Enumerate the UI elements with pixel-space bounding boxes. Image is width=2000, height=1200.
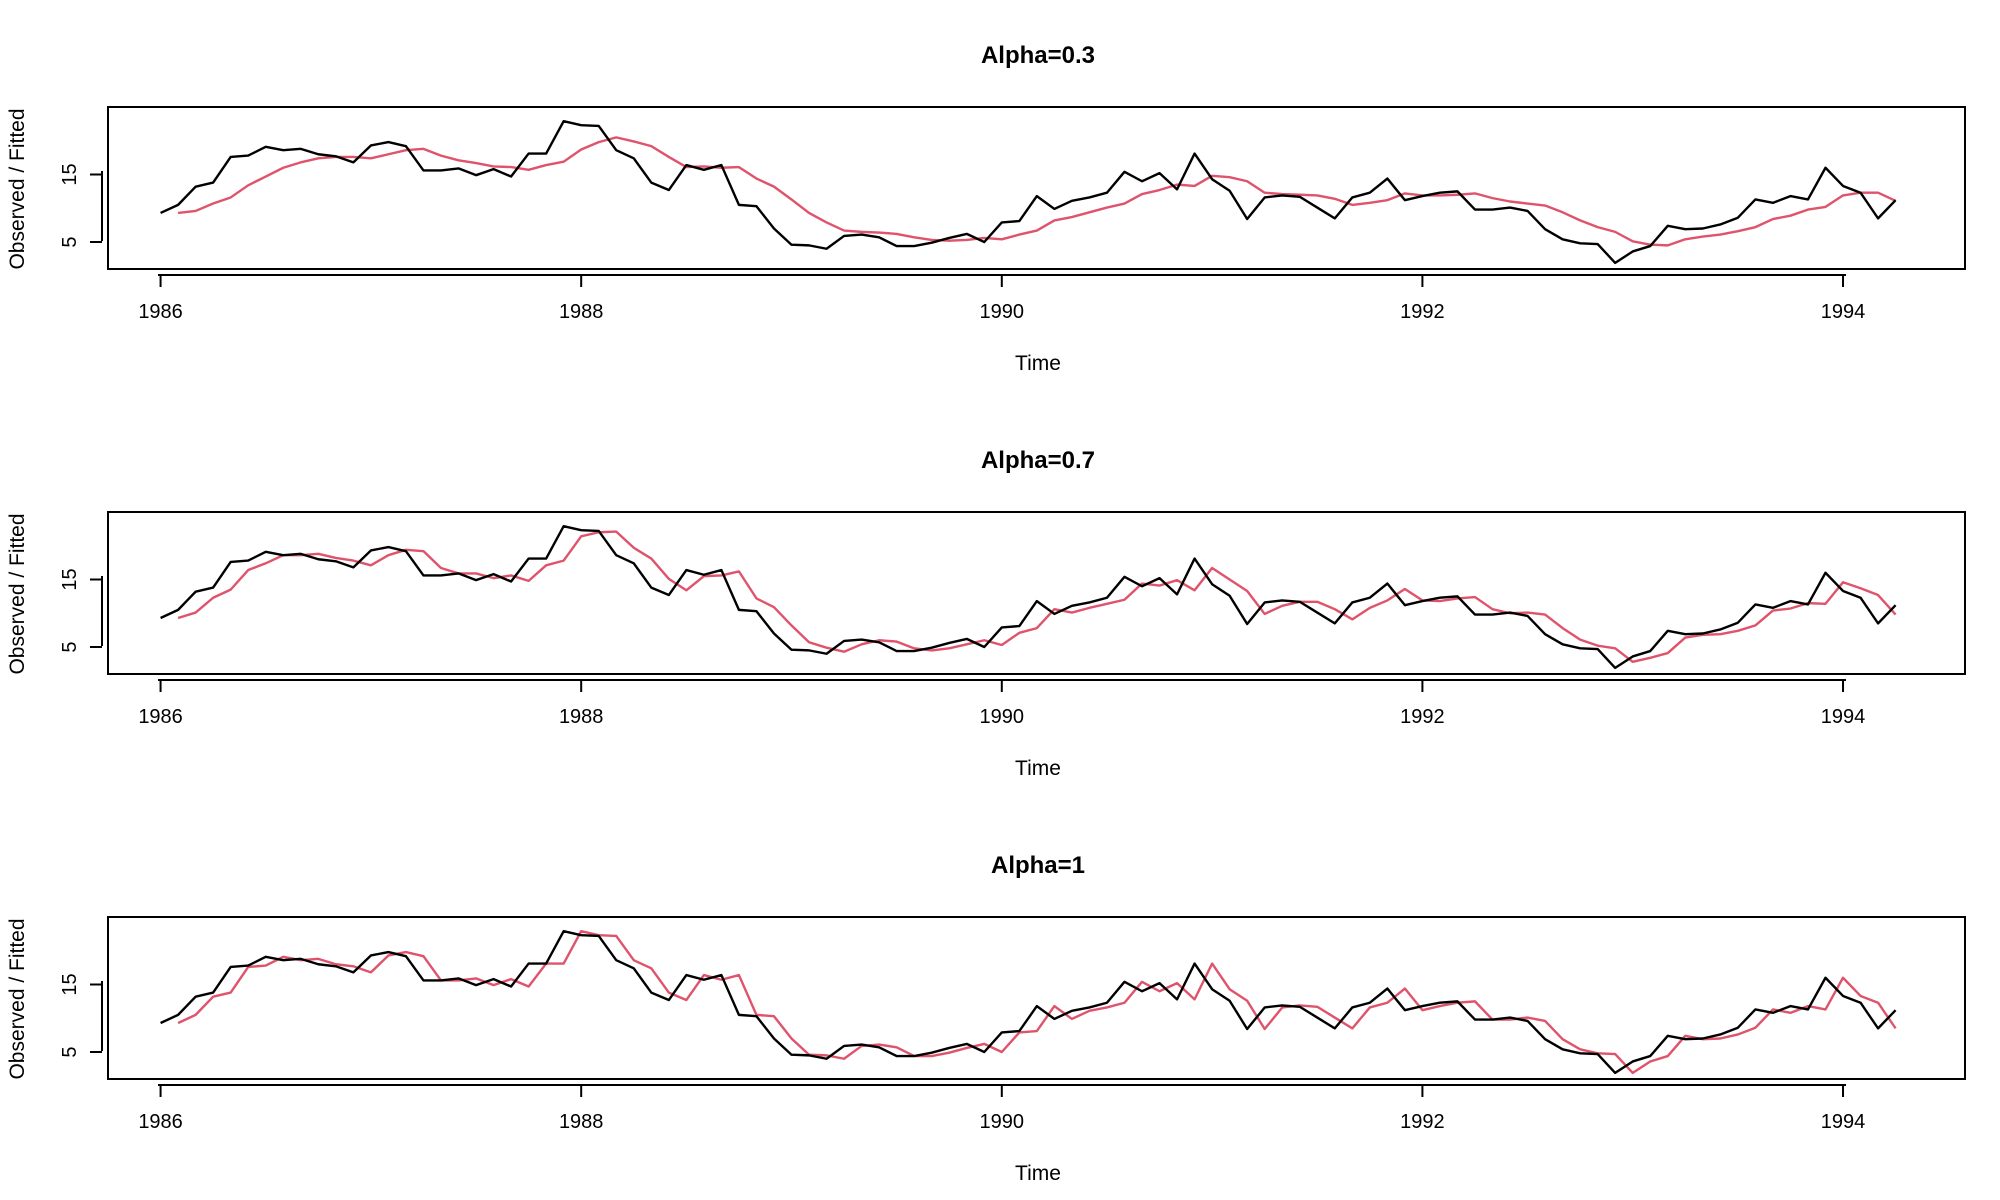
x-tick-label: 1992	[1400, 1111, 1445, 1133]
x-tick-label: 1990	[980, 1111, 1025, 1133]
chart-panel-alpha-0-3: Alpha=0.3 Time Observed / Fitted 1986 198…	[6, 42, 1966, 375]
x-tick-label: 1988	[559, 706, 604, 728]
observed-series-line	[160, 929, 1897, 1075]
y-axis-label: Observed / Fitted	[6, 513, 29, 674]
plot-area	[107, 511, 1966, 675]
x-tick-label: 1986	[138, 1111, 183, 1133]
x-tick-label: 1994	[1821, 706, 1866, 728]
y-axis-label: Observed / Fitted	[6, 108, 29, 269]
y-tick-label: 15	[59, 568, 81, 590]
chart-title: Alpha=1	[991, 852, 1085, 879]
y-tick-label: 15	[59, 973, 81, 995]
chart-panel-alpha-1: Alpha=1 Time Observed / Fitted 1986 1988 1…	[6, 852, 1966, 1185]
x-tick-label: 1986	[138, 301, 183, 323]
x-tick-label: 1994	[1821, 301, 1866, 323]
y-tick-label: 5	[59, 1046, 81, 1057]
observed-series-line	[160, 524, 1897, 670]
x-tick-label: 1990	[980, 706, 1025, 728]
chart-title: Alpha=0.7	[981, 447, 1095, 474]
x-tick-label: 1986	[138, 706, 183, 728]
observed-series-line	[160, 119, 1897, 265]
x-tick-label: 1988	[559, 1111, 604, 1133]
chart-title: Alpha=0.3	[981, 42, 1095, 69]
fitted-series-line	[177, 530, 1897, 664]
x-tick-label: 1990	[980, 301, 1025, 323]
x-axis-label: Time	[1015, 757, 1061, 780]
y-axis-label: Observed / Fitted	[6, 918, 29, 1079]
plot-area	[107, 106, 1966, 270]
chart-panel-alpha-0-7: Alpha=0.7 Time Observed / Fitted 1986 198…	[6, 447, 1966, 780]
fitted-series-line	[177, 136, 1897, 247]
y-tick-label: 5	[59, 236, 81, 247]
x-tick-label: 1992	[1400, 706, 1445, 728]
x-axis-label: Time	[1015, 1162, 1061, 1185]
x-axis-label: Time	[1015, 352, 1061, 375]
y-tick-label: 15	[59, 163, 81, 185]
x-tick-label: 1988	[559, 301, 604, 323]
x-tick-label: 1994	[1821, 1111, 1866, 1133]
x-tick-label: 1992	[1400, 301, 1445, 323]
plot-area	[107, 916, 1966, 1080]
y-tick-label: 5	[59, 641, 81, 652]
